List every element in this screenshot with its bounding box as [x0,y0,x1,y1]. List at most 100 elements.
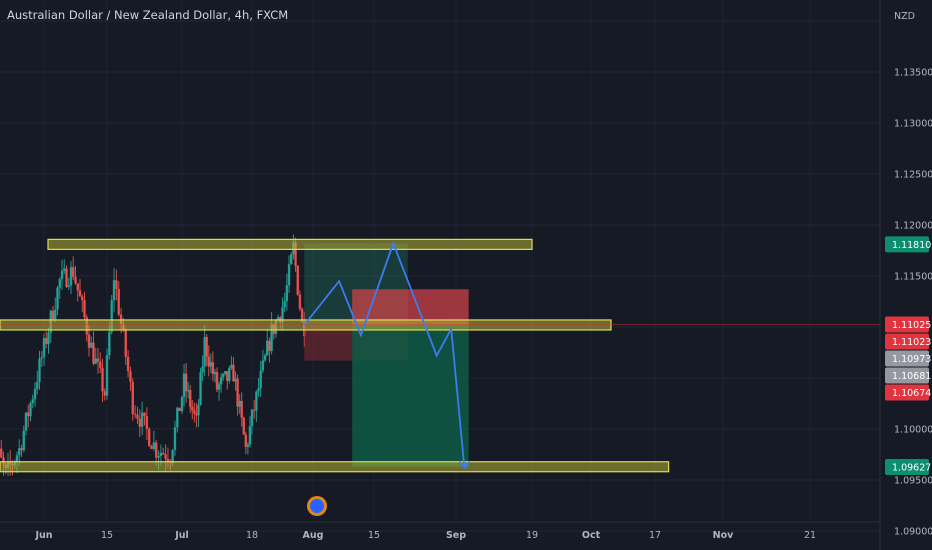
candle-body [81,296,84,301]
candle-body [51,310,55,320]
candle-body [150,446,153,450]
candle-body [203,336,206,367]
time-tick-label: 18 [246,530,258,541]
time-tick-label: Sep [446,530,466,541]
candle-body [178,407,181,412]
candle-body [33,388,37,400]
time-tick-label: Aug [303,530,324,541]
candle-body [152,442,156,450]
candle-body [72,267,75,277]
candle-body [270,323,273,351]
candle-body [176,407,179,428]
candle-body [159,452,163,457]
candle-body [22,430,25,451]
candle-body [56,287,59,310]
price-tick-label: 1.09000 [894,527,932,538]
candle-body [157,456,160,458]
candle-body [236,378,239,407]
zone-resistance [47,238,533,250]
candle-body [240,400,243,418]
price-tag-label: 1.10973 [892,354,931,365]
candle-body [147,428,151,447]
candle-body [189,389,192,407]
candle-body [263,355,267,361]
price-scale-currency: NZD [894,11,915,22]
candle-body [232,364,235,382]
candle-body [215,372,219,390]
time-tick-label: Nov [713,530,734,541]
price-tag-label: 1.11023 [892,337,931,348]
candle-body [117,288,120,315]
price-tick-label: 1.13500 [894,68,932,79]
candle-body [90,342,93,348]
candle-body [171,449,174,463]
candle-body [197,404,200,416]
time-tick-label: Oct [582,530,601,541]
candle-body [228,367,231,381]
candle-body [138,418,142,427]
candle-body [248,426,252,445]
candle-body [184,373,188,392]
candle-body [69,267,73,286]
candle-body [224,371,227,374]
candle-body [285,285,289,302]
candle-body [18,448,21,456]
projection-arrow-head [458,461,471,470]
candle-body [65,268,68,287]
candle-body [29,403,32,417]
candle-body [213,372,217,375]
time-tick-label: 21 [804,530,816,541]
candle-body [76,283,79,291]
candle-body [209,362,213,367]
candle-body [186,389,190,392]
candle-body [207,356,210,367]
price-tick-label: 1.12500 [894,170,932,181]
price-tag-label: 1.10681 [892,371,931,382]
price-tag-label: 1.10674 [892,388,931,399]
candle-body [290,254,293,265]
candle-body [47,332,50,345]
candle-body [101,367,104,392]
candle-body [255,391,258,411]
price-tag-label: 1.11810 [892,240,931,251]
candle-body [115,280,118,289]
projection-path [303,240,466,468]
candle-body [42,338,46,358]
candle-body [60,270,64,280]
price-tag-green [885,236,929,253]
short-profit-zone [352,324,469,467]
candle-body [276,317,280,321]
candle-body [119,314,123,324]
candle-body [298,294,302,309]
candle-body [257,388,260,392]
candle-body [74,276,77,284]
candle-body [155,442,158,458]
candle-body [63,268,66,271]
price-tick-label: 1.13000 [894,119,932,130]
candle-body [246,444,250,447]
candle-body [131,381,134,415]
candle-body [103,391,106,396]
candle-body [136,414,139,419]
candle-body [199,372,202,405]
candle-body [191,406,194,411]
candle-body [27,412,30,417]
candle-body [219,377,223,385]
price-tick-label: 1.12000 [894,221,932,232]
candle-body [24,412,28,431]
candle-body [112,280,116,301]
price-tick-label: 1.10000 [894,425,932,436]
zone-middle-support [0,319,612,331]
candle-body [124,329,127,357]
candle-body [162,452,165,455]
candle-body [110,300,113,332]
candle-body [0,448,3,458]
candle-body [129,371,132,382]
candle-body [221,373,225,378]
candle-body [259,370,262,389]
candle-body [211,362,215,375]
candle-body [226,371,229,381]
candle-body [108,331,111,356]
